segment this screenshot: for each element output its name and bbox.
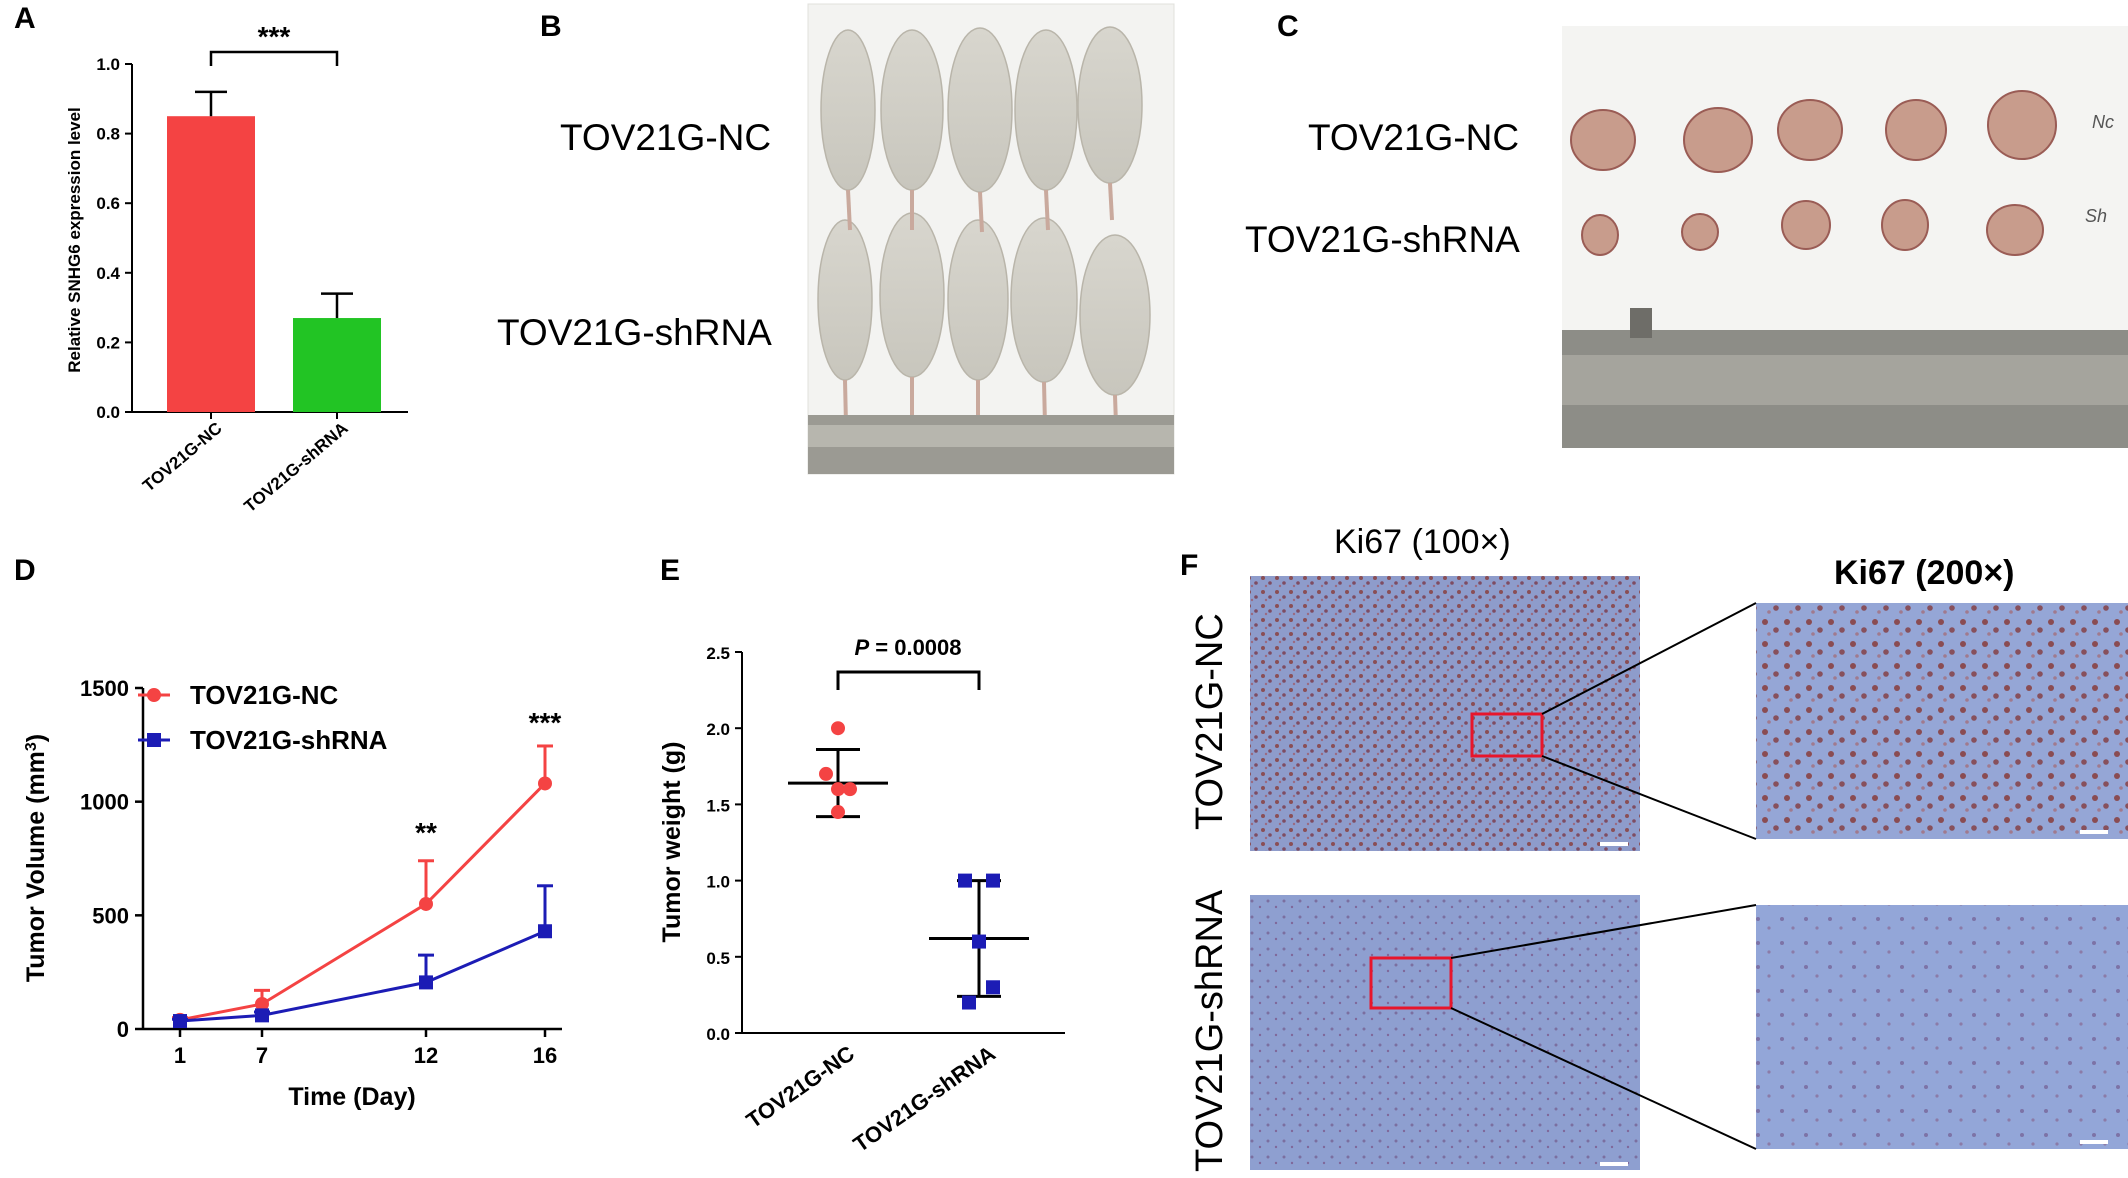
a-bar: [293, 318, 381, 412]
photo-b-label-nc: TOV21G-NC: [560, 117, 771, 158]
panel-label-a: A: [14, 2, 36, 35]
e-point-circle: [831, 782, 845, 797]
e-y-axis-label: Tumor weight (g): [658, 742, 686, 943]
e-pvalue-label: P = 0.0008: [854, 635, 961, 660]
d-y-axis-label: Tumor Volume (mm3): [22, 734, 50, 982]
d-y-tick-label: 500: [92, 903, 129, 928]
d-point-circle: [538, 776, 552, 791]
e-point-circle: [843, 782, 857, 797]
d-x-tick-label: 1: [174, 1043, 186, 1068]
a-bar: [167, 116, 255, 412]
panel-label-f: F: [1180, 549, 1198, 582]
d-legend-marker: [147, 733, 161, 747]
d-point-square: [538, 924, 552, 939]
ihc-image-nc-100x: [1250, 576, 1640, 851]
e-point-square: [986, 873, 1000, 888]
a-y-tick-label: 0.8: [96, 125, 120, 144]
panel-label-c: C: [1277, 10, 1299, 43]
ihc-image-shrna-200x: [1756, 905, 2128, 1149]
e-y-tick-label: 1.0: [706, 873, 730, 892]
ihc-col-header-100x: Ki67 (100×): [1334, 523, 1511, 561]
zoom-line-shrna-bottom: [1450, 1007, 1757, 1150]
e-point-square: [972, 934, 986, 949]
d-legend-label: TOV21G-shRNA: [190, 725, 388, 755]
d-x-tick-label: 7: [256, 1043, 268, 1068]
panel-label-d: D: [14, 554, 36, 587]
a-y-tick-label: 0.2: [96, 333, 120, 352]
a-y-tick-label: 1.0: [96, 55, 120, 74]
a-y-tick-label: 0.0: [96, 403, 120, 422]
e-point-square: [958, 873, 972, 888]
d-x-tick-label: 12: [414, 1043, 438, 1068]
d-significance-stars: ***: [529, 707, 562, 738]
d-y-tick-label: 0: [117, 1017, 129, 1042]
d-x-axis-label: Time (Day): [288, 1083, 415, 1111]
d-y-tick-label: 1000: [80, 790, 129, 815]
panel-label-b: B: [540, 10, 562, 43]
zoom-line-shrna-top: [1450, 904, 1757, 959]
a-significance-bracket: [209, 50, 339, 66]
photo-c-note-sh: Sh: [2085, 206, 2107, 226]
d-point-circle: [419, 896, 433, 911]
d-legend-label: TOV21G-NC: [190, 680, 339, 710]
ihc-row-label-nc: TOV21G-NC: [1189, 613, 1231, 830]
d-legend-marker: [147, 688, 161, 702]
d-point-circle: [255, 996, 269, 1011]
e-y-tick-label: 0.5: [706, 949, 730, 968]
a-y-tick-label: 0.6: [96, 194, 120, 213]
d-significance-stars: **: [415, 817, 437, 848]
ihc-image-shrna-100x: [1250, 895, 1640, 1170]
a-x-tick-label: TOV21G-shRNA: [240, 419, 351, 517]
tumor-photo: [1562, 26, 2128, 448]
zoom-line-nc-bottom: [1541, 755, 1757, 840]
mice-photo: [807, 3, 1175, 475]
photo-c-note-nc: Nc: [2092, 112, 2114, 132]
e-y-tick-label: 2.0: [706, 720, 730, 739]
e-pvalue-bracket: [836, 670, 981, 690]
chart-d-line: 0 500 1000 1500 1 7 12 16 TOV21G-NC TOV21G-shRNA *…: [22, 676, 562, 1111]
chart-a-bar: 0.0 0.2 0.4 0.6 0.8 1.0 TOV21G-NC TOV21G-shRNA *…: [65, 21, 408, 516]
photo-c-label-shrna: TOV21G-shRNA: [1245, 219, 1520, 260]
e-point-circle: [819, 766, 833, 781]
zoom-line-nc-top: [1541, 602, 1757, 715]
ihc-row-label-shrna: TOV21G-shRNA: [1189, 889, 1231, 1172]
a-y-tick-label: 0.4: [96, 264, 120, 283]
ihc-image-nc-200x: [1756, 603, 2128, 839]
d-point-square: [255, 1008, 269, 1023]
e-point-circle: [831, 721, 845, 736]
a-significance-stars: ***: [258, 21, 291, 52]
photo-c-label-nc: TOV21G-NC: [1308, 117, 1519, 158]
d-y-tick-label: 1500: [80, 676, 129, 701]
d-x-tick-label: 16: [533, 1043, 557, 1068]
photo-b-label-shrna: TOV21G-shRNA: [497, 312, 772, 353]
e-point-square: [986, 980, 1000, 995]
d-point-square: [419, 975, 433, 990]
a-x-tick-label: TOV21G-NC: [139, 419, 226, 496]
e-y-tick-label: 0.0: [706, 1025, 730, 1044]
panel-label-e: E: [660, 554, 680, 587]
e-x-tick-label: TOV21G-NC: [742, 1041, 859, 1134]
d-point-square: [173, 1014, 187, 1029]
d-series-line: [179, 929, 546, 1023]
e-y-tick-label: 1.5: [706, 796, 730, 815]
e-y-tick-label: 2.5: [706, 644, 730, 663]
ihc-col-header-200x: Ki67 (200×): [1834, 554, 2015, 592]
e-point-square: [962, 995, 976, 1010]
e-x-tick-label: TOV21G-shRNA: [849, 1041, 1000, 1157]
d-series-line: [179, 782, 547, 1022]
a-y-axis-label: Relative SNHG6 expression level: [65, 107, 84, 373]
e-point-circle: [831, 805, 845, 820]
